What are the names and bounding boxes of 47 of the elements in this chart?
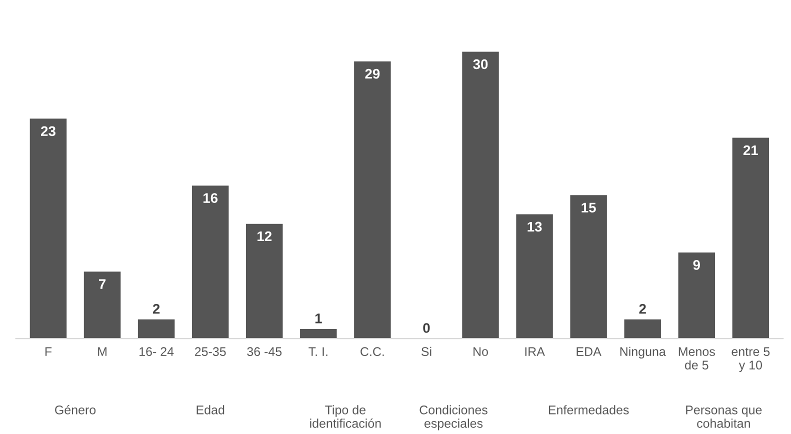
data-label: 9 [693, 260, 700, 270]
x-tick-label: IRA [525, 347, 545, 356]
bar [138, 319, 175, 339]
x-tick-label: entre 5 y 10 [732, 347, 770, 372]
x-tick-label: M [98, 347, 106, 356]
x-tick-label: 16- 24 [140, 347, 174, 356]
x-tick-label: Menos de 5 [678, 347, 715, 370]
bar [84, 272, 121, 339]
x-tick-label: 25-35 [194, 347, 226, 356]
data-label: 23 [41, 126, 56, 136]
bar [516, 214, 553, 339]
data-label: 2 [639, 304, 646, 314]
x-tick-label: Ninguna [620, 346, 666, 359]
data-label: 30 [473, 59, 488, 70]
bar [354, 61, 391, 339]
x-tick-label: F [45, 347, 52, 356]
text: Tipo de identificación [310, 405, 381, 428]
bar [30, 118, 67, 339]
bar [624, 319, 661, 339]
bar [246, 224, 283, 339]
data-label: 16 [203, 193, 218, 203]
data-label: 2 [152, 304, 160, 314]
bar [300, 328, 337, 339]
x-tick-label: T. I. [308, 347, 328, 356]
data-label: 7 [99, 279, 106, 289]
data-label: 15 [582, 202, 596, 213]
text: Personas que cohabitan [686, 406, 762, 428]
text: Condiciones especiales [420, 405, 488, 430]
data-label: 12 [258, 231, 272, 242]
data-label: 13 [528, 222, 542, 232]
x-tick-label: Si [421, 346, 432, 356]
x-tick-label: 36 -45 [247, 347, 282, 356]
data-label: 0 [423, 323, 430, 333]
bar [732, 138, 770, 339]
bar [462, 52, 499, 339]
text: Género [55, 405, 96, 414]
x-tick-label: C.C. [360, 347, 384, 356]
data-label: 21 [743, 145, 758, 156]
x-tick-label: EDA [576, 347, 602, 356]
bar [678, 252, 716, 339]
bar [192, 186, 229, 339]
x-tick-label: No [474, 347, 488, 356]
text: Enfermedades [548, 405, 629, 414]
data-label: 29 [365, 68, 380, 79]
text: Edad [196, 405, 224, 414]
data-label: 1 [315, 314, 322, 324]
bar [570, 195, 607, 339]
